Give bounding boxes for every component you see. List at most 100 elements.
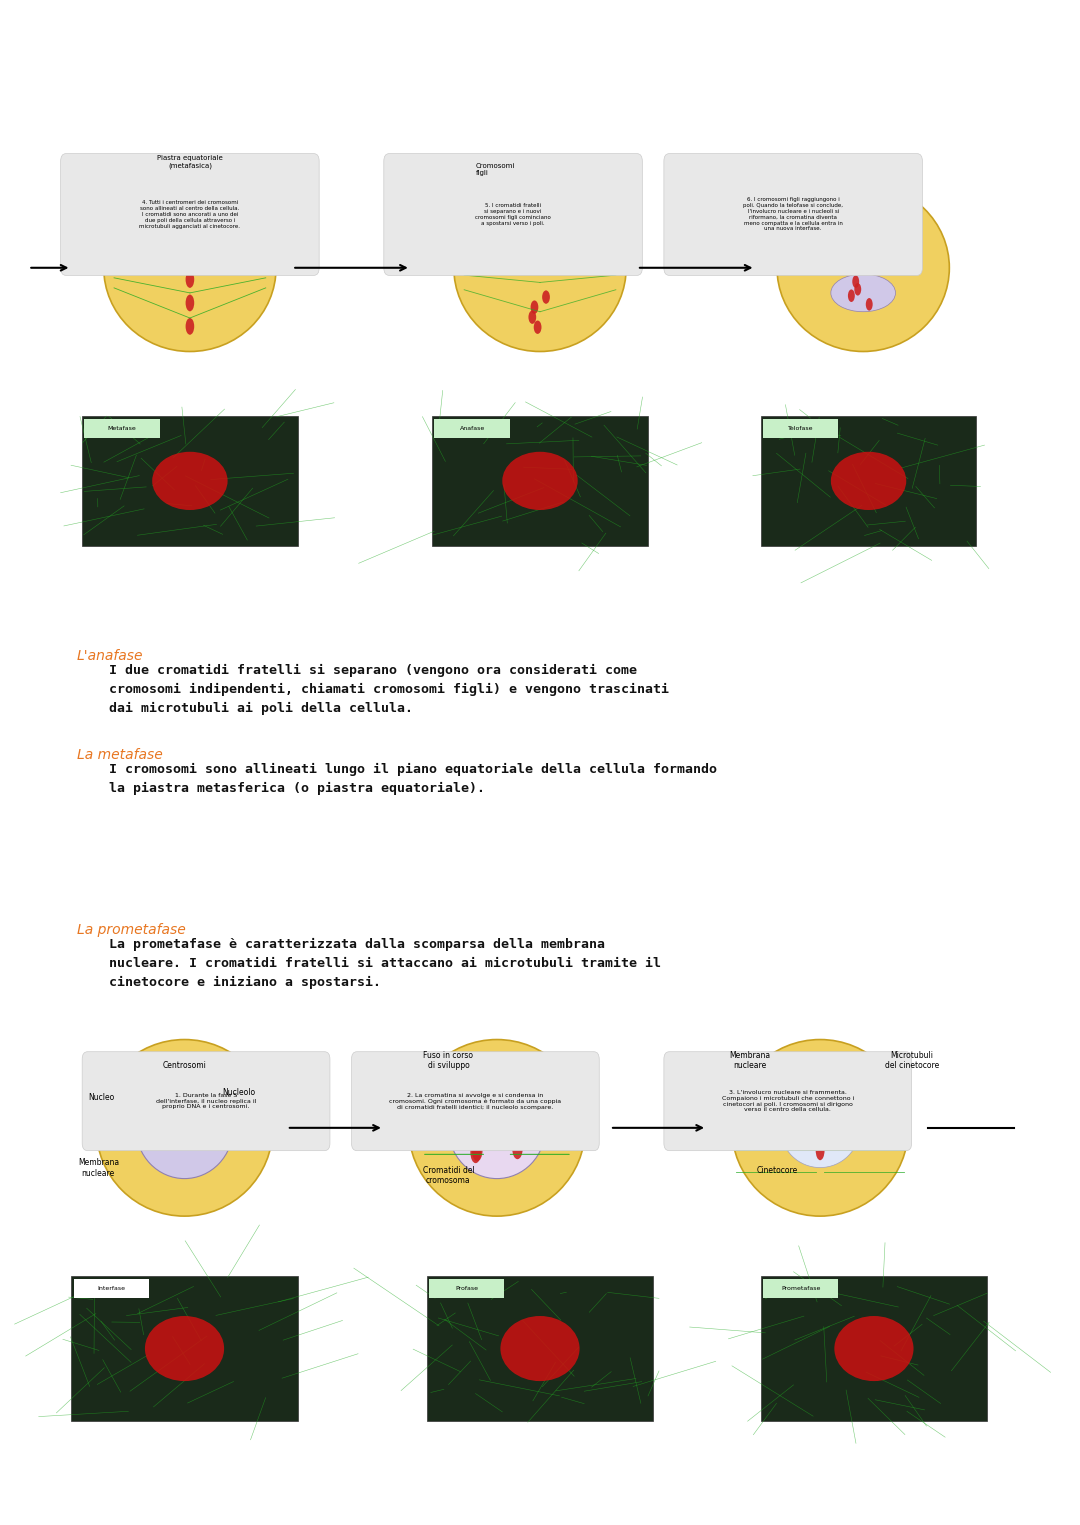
Text: L'anafase: L'anafase <box>77 650 144 663</box>
FancyBboxPatch shape <box>432 416 648 546</box>
FancyBboxPatch shape <box>351 1052 599 1151</box>
FancyBboxPatch shape <box>82 416 298 546</box>
FancyBboxPatch shape <box>760 416 976 546</box>
Ellipse shape <box>866 297 873 311</box>
Text: 6. I cromosomi figli raggiungono i
poli. Quando la telofase si conclude,
l'invol: 6. I cromosomi figli raggiungono i poli.… <box>743 198 843 232</box>
Text: Telofase: Telofase <box>788 425 813 432</box>
Ellipse shape <box>732 1040 908 1215</box>
FancyBboxPatch shape <box>664 1052 912 1151</box>
Text: Cromatidi del
cromosoma: Cromatidi del cromosoma <box>422 1167 474 1185</box>
FancyBboxPatch shape <box>762 419 838 438</box>
Ellipse shape <box>502 451 578 509</box>
Ellipse shape <box>837 1116 846 1136</box>
Ellipse shape <box>777 185 949 351</box>
FancyBboxPatch shape <box>664 154 922 276</box>
Ellipse shape <box>448 1077 545 1179</box>
FancyBboxPatch shape <box>429 1279 504 1298</box>
Ellipse shape <box>162 1096 206 1141</box>
FancyBboxPatch shape <box>84 419 160 438</box>
Ellipse shape <box>464 1090 475 1113</box>
FancyBboxPatch shape <box>760 1276 987 1421</box>
Text: 5. I cromatidi fratelli
si separano e i nuovi
cromosomi figli cominciano
a spost: 5. I cromatidi fratelli si separano e i … <box>475 203 551 226</box>
Ellipse shape <box>848 290 854 302</box>
Ellipse shape <box>781 1089 860 1168</box>
Ellipse shape <box>104 185 276 351</box>
Ellipse shape <box>498 1103 509 1124</box>
Text: Prometafase: Prometafase <box>781 1286 821 1292</box>
Text: Piastra equatoriale
(metafasica): Piastra equatoriale (metafasica) <box>157 156 222 169</box>
Text: Anafase: Anafase <box>459 425 485 432</box>
Text: Membrana
nucleare: Membrana nucleare <box>729 1051 771 1071</box>
Ellipse shape <box>408 1040 585 1215</box>
Ellipse shape <box>152 451 228 509</box>
Text: I cromosomi sono allineati lungo il piano equatoriale della cellula formando
la : I cromosomi sono allineati lungo il pian… <box>109 762 717 795</box>
Ellipse shape <box>530 300 538 314</box>
Ellipse shape <box>831 224 895 261</box>
Ellipse shape <box>500 1316 580 1382</box>
Ellipse shape <box>854 233 861 246</box>
Ellipse shape <box>528 311 536 323</box>
Ellipse shape <box>532 232 540 246</box>
Text: Microtubuli
del cinetocore: Microtubuli del cinetocore <box>885 1051 939 1071</box>
Ellipse shape <box>835 1316 914 1382</box>
FancyBboxPatch shape <box>427 1276 653 1421</box>
Ellipse shape <box>831 451 906 509</box>
Ellipse shape <box>186 247 194 264</box>
Text: Fuso in corso
di sviluppo: Fuso in corso di sviluppo <box>423 1051 473 1071</box>
Text: Cromosomi
figli: Cromosomi figli <box>475 163 515 177</box>
Text: Membrana
nucleare: Membrana nucleare <box>78 1159 119 1177</box>
Ellipse shape <box>505 1110 516 1132</box>
Text: 3. L'involucro nucleare si frammenta.
Compaiono i microtubuli che connettono i
c: 3. L'involucro nucleare si frammenta. Co… <box>721 1090 854 1112</box>
Text: Profase: Profase <box>456 1286 478 1292</box>
Text: I due cromatidi fratelli si separano (vengono ora considerati come
cromosomi ind: I due cromatidi fratelli si separano (ve… <box>109 663 670 715</box>
Ellipse shape <box>454 185 626 351</box>
Ellipse shape <box>512 1138 523 1159</box>
FancyBboxPatch shape <box>71 1276 298 1421</box>
Ellipse shape <box>815 1141 824 1161</box>
Ellipse shape <box>852 276 860 288</box>
Ellipse shape <box>145 1316 225 1382</box>
Text: 4. Tutti i centromeri dei cromosomi
sono allineati al centro della cellula.
I cr: 4. Tutti i centromeri dei cromosomi sono… <box>139 200 241 229</box>
Ellipse shape <box>484 1084 495 1107</box>
Text: La prometafase: La prometafase <box>77 923 186 936</box>
Ellipse shape <box>813 1106 822 1125</box>
Text: Nucleolo: Nucleolo <box>222 1089 255 1098</box>
Ellipse shape <box>462 1084 473 1106</box>
Text: Cinetocore: Cinetocore <box>756 1167 798 1174</box>
Text: 2. La cromatina si avvolge e si condensa in
cromosomi. Ogni cromosoma è formato : 2. La cromatina si avvolge e si condensa… <box>389 1092 562 1110</box>
Text: Metafase: Metafase <box>108 425 136 432</box>
Ellipse shape <box>186 271 194 288</box>
Ellipse shape <box>471 1141 481 1164</box>
FancyBboxPatch shape <box>73 1279 149 1298</box>
Ellipse shape <box>532 212 540 226</box>
Ellipse shape <box>852 226 860 238</box>
Text: Interfase: Interfase <box>97 1286 125 1292</box>
Ellipse shape <box>532 201 540 215</box>
Ellipse shape <box>534 320 541 334</box>
Ellipse shape <box>854 284 861 296</box>
Ellipse shape <box>537 221 544 235</box>
Ellipse shape <box>186 224 194 241</box>
Ellipse shape <box>186 201 194 218</box>
FancyBboxPatch shape <box>434 419 510 438</box>
FancyBboxPatch shape <box>383 154 643 276</box>
FancyBboxPatch shape <box>60 154 320 276</box>
Ellipse shape <box>806 1118 814 1138</box>
Ellipse shape <box>186 294 194 311</box>
FancyBboxPatch shape <box>762 1279 838 1298</box>
Text: Nucleo: Nucleo <box>89 1093 114 1103</box>
Ellipse shape <box>472 1139 483 1161</box>
Ellipse shape <box>831 274 895 311</box>
Text: 1. Durante la fase S
dell'interfase, il nucleo replica il
proprio DNA e i centro: 1. Durante la fase S dell'interfase, il … <box>156 1093 256 1110</box>
Ellipse shape <box>186 319 194 336</box>
Ellipse shape <box>797 1103 806 1122</box>
Ellipse shape <box>96 1040 273 1215</box>
Ellipse shape <box>136 1077 233 1179</box>
Text: La prometafase è caratterizzata dalla scomparsa della membrana
nucleare. I croma: La prometafase è caratterizzata dalla sc… <box>109 938 661 988</box>
Ellipse shape <box>848 239 854 252</box>
Ellipse shape <box>542 290 550 303</box>
Ellipse shape <box>866 249 873 261</box>
Text: La metafase: La metafase <box>77 747 163 762</box>
Text: Centrosomi: Centrosomi <box>163 1061 206 1071</box>
Ellipse shape <box>824 1103 833 1121</box>
